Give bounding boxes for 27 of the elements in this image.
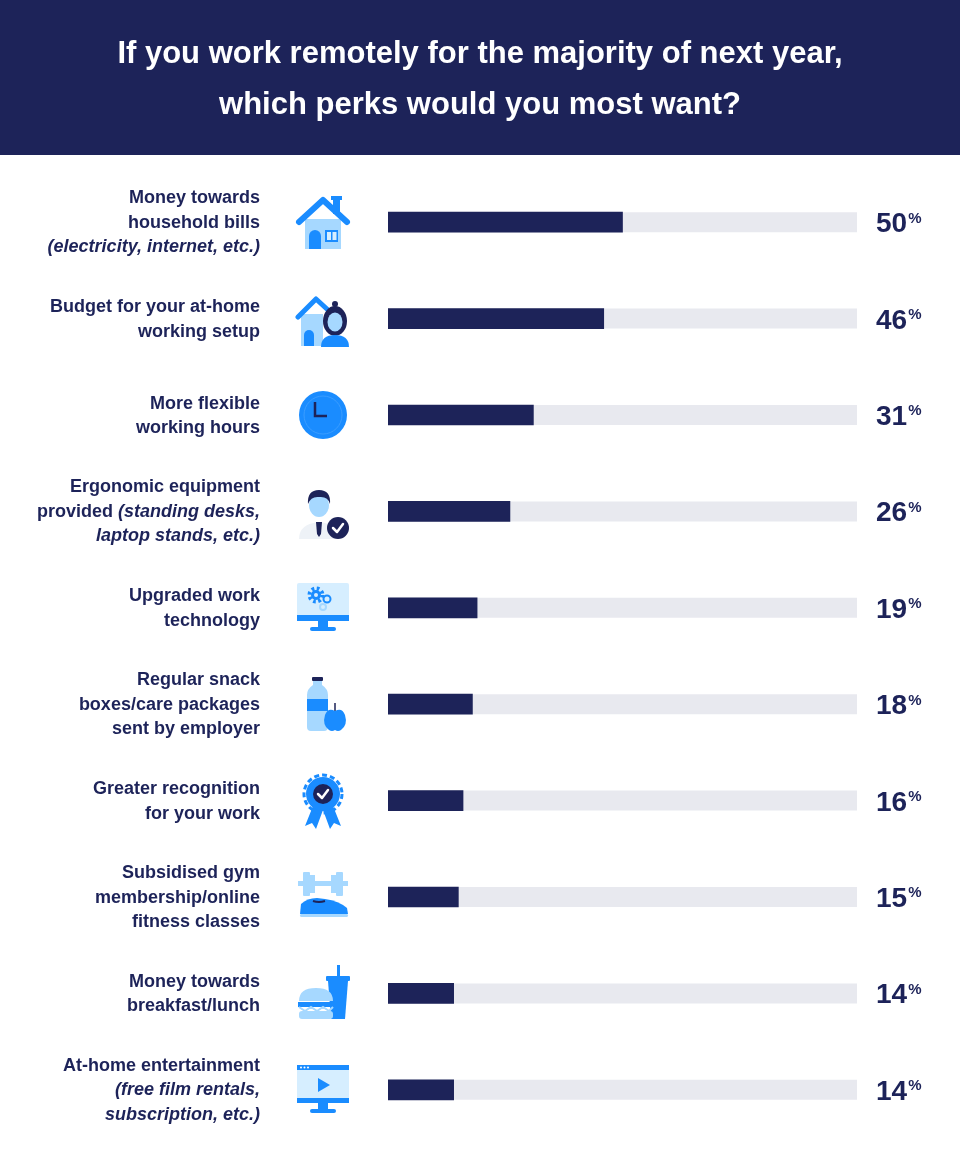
y-tick-label: Ergonomic equipment provided (standing desks, laptop stands, etc.) <box>35 475 260 548</box>
data-label: 19% <box>876 592 922 624</box>
data-label: 15% <box>876 882 922 913</box>
data-label: 50% <box>876 207 922 239</box>
y-tick-label: Greater recognition for your work <box>91 777 260 825</box>
y-tick-label: More flexible working hours <box>135 391 260 439</box>
bar <box>388 790 464 811</box>
data-label: 18% <box>876 689 922 721</box>
data-label: 46% <box>876 303 922 335</box>
data-label: 14% <box>876 1074 922 1106</box>
y-tick-label: At-home entertainment (free film rentals, subscription, etc.) <box>62 1053 260 1126</box>
y-tick-label: Money towards household bills (electricity, internet, etc.) <box>46 186 260 259</box>
y-tick-label: Upgraded work technology <box>127 584 260 632</box>
y-tick-label: Budget for your at-home working setup <box>49 295 260 343</box>
bar <box>388 886 459 908</box>
data-label: 14% <box>876 978 922 1010</box>
data-label: 16% <box>876 785 922 817</box>
bar <box>388 1079 454 1101</box>
y-tick-label: Subsidised gym membership/online fitness classes <box>93 861 260 933</box>
data-label: 31% <box>876 400 922 431</box>
bar <box>388 597 478 619</box>
y-tick-label: Regular snack boxes/care packages sent by employer <box>77 668 260 741</box>
bar <box>388 983 454 1004</box>
data-label: 26% <box>876 496 922 528</box>
chart-title: If you work remotely for the majority of next year, which perks would you most want? <box>116 34 844 123</box>
bar <box>388 693 473 715</box>
y-tick-label: Money towards breakfast/lunch <box>125 969 260 1018</box>
